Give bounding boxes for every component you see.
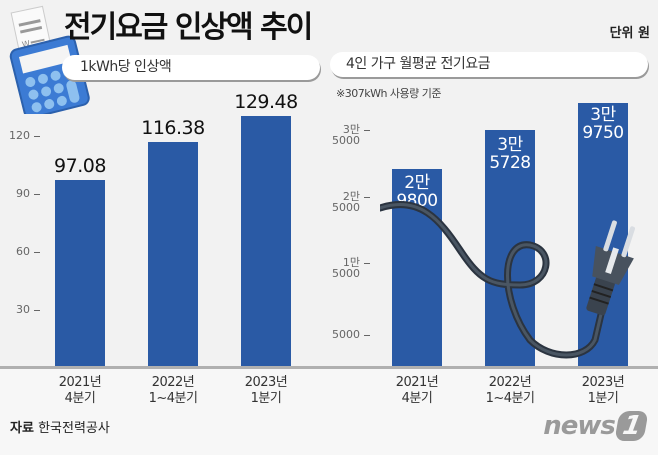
y-tick: 60	[4, 246, 40, 257]
y-tick: 3만 5000	[322, 124, 370, 146]
y-tick: 5000	[322, 329, 370, 340]
x-label: 2021년 4분기	[58, 375, 102, 406]
bar-value: 97.08	[54, 155, 106, 177]
bar-2022	[148, 142, 198, 367]
y-tick: 2만 5000	[322, 191, 370, 213]
bar-value: 3만 9750	[582, 105, 624, 143]
usage-note: ※307kWh 사용량 기준	[336, 87, 442, 100]
x-label: 2023년 1분기	[581, 375, 625, 406]
unit-label: 단위 원	[609, 26, 650, 41]
power-plug-icon	[380, 200, 636, 359]
left-chart-title: 1kWh당 인상액	[62, 55, 320, 80]
bar-2022	[485, 130, 535, 367]
bar-value: 3만 5728	[489, 135, 531, 173]
x-label: 2022년 1~4분기	[485, 375, 535, 406]
bar-2023q1	[241, 116, 291, 367]
bar-value: 129.48	[234, 91, 298, 113]
y-tick: 90	[4, 188, 40, 199]
x-label: 2022년 1~4분기	[148, 375, 198, 406]
x-label: 2021년 4분기	[395, 375, 439, 406]
bar-2021q4	[55, 180, 105, 367]
y-tick: 120	[4, 130, 40, 141]
x-axis-baseline	[0, 366, 658, 369]
y-tick: 30	[4, 304, 40, 315]
news1-logo: news 1	[543, 411, 649, 441]
bar-2023q1	[578, 103, 628, 367]
calculator-icon: W	[9, 5, 90, 114]
x-label: 2023년 1분기	[244, 375, 288, 406]
page-title: 전기요금 인상액 추이	[64, 10, 313, 45]
right-chart-title: 4인 가구 월평균 전기요금	[330, 52, 648, 77]
svg-text:W: W	[21, 39, 31, 49]
source-credit: 자료 한국전력공사	[10, 421, 110, 436]
bar-value: 116.38	[141, 117, 205, 139]
y-tick: 1만 5000	[322, 257, 370, 279]
axis-footer-band	[0, 369, 658, 455]
